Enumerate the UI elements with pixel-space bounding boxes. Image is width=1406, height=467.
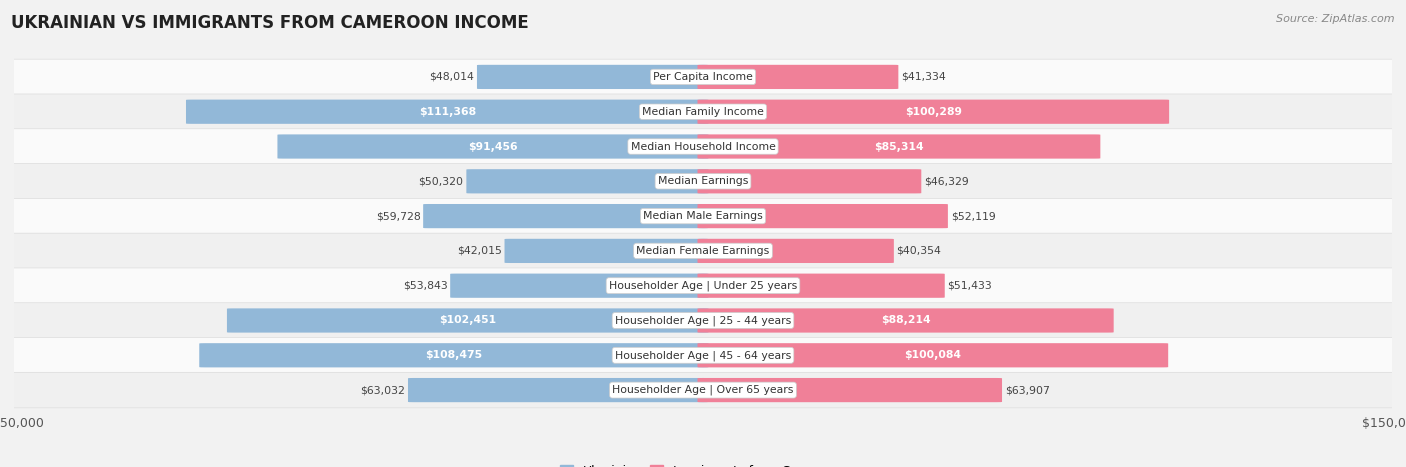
FancyBboxPatch shape <box>467 169 709 193</box>
FancyBboxPatch shape <box>697 308 1114 333</box>
FancyBboxPatch shape <box>226 308 709 333</box>
Text: $41,334: $41,334 <box>901 72 946 82</box>
Text: $111,368: $111,368 <box>419 107 475 117</box>
FancyBboxPatch shape <box>697 343 1168 368</box>
Legend: Ukrainian, Immigrants from Cameroon: Ukrainian, Immigrants from Cameroon <box>555 460 851 467</box>
Text: $46,329: $46,329 <box>924 177 969 186</box>
FancyBboxPatch shape <box>697 99 1170 124</box>
FancyBboxPatch shape <box>7 303 1399 338</box>
Text: Householder Age | 45 - 64 years: Householder Age | 45 - 64 years <box>614 350 792 361</box>
Text: UKRAINIAN VS IMMIGRANTS FROM CAMEROON INCOME: UKRAINIAN VS IMMIGRANTS FROM CAMEROON IN… <box>11 14 529 32</box>
FancyBboxPatch shape <box>277 134 709 159</box>
FancyBboxPatch shape <box>505 239 709 263</box>
FancyBboxPatch shape <box>7 268 1399 304</box>
FancyBboxPatch shape <box>7 338 1399 373</box>
FancyBboxPatch shape <box>697 204 948 228</box>
Text: Median Female Earnings: Median Female Earnings <box>637 246 769 256</box>
Text: $48,014: $48,014 <box>429 72 474 82</box>
Text: $59,728: $59,728 <box>375 211 420 221</box>
FancyBboxPatch shape <box>697 378 1002 402</box>
Text: $100,084: $100,084 <box>904 350 962 360</box>
FancyBboxPatch shape <box>697 239 894 263</box>
Text: $100,289: $100,289 <box>905 107 962 117</box>
Text: Householder Age | Under 25 years: Householder Age | Under 25 years <box>609 281 797 291</box>
Text: Median Male Earnings: Median Male Earnings <box>643 211 763 221</box>
Text: Median Earnings: Median Earnings <box>658 177 748 186</box>
FancyBboxPatch shape <box>697 169 921 193</box>
Text: Householder Age | Over 65 years: Householder Age | Over 65 years <box>612 385 794 396</box>
Text: $102,451: $102,451 <box>439 316 496 325</box>
FancyBboxPatch shape <box>200 343 709 368</box>
Text: $52,119: $52,119 <box>950 211 995 221</box>
FancyBboxPatch shape <box>7 129 1399 164</box>
Text: $42,015: $42,015 <box>457 246 502 256</box>
FancyBboxPatch shape <box>7 163 1399 199</box>
FancyBboxPatch shape <box>697 65 898 89</box>
FancyBboxPatch shape <box>477 65 709 89</box>
Text: $63,032: $63,032 <box>360 385 405 395</box>
Text: $53,843: $53,843 <box>402 281 447 290</box>
FancyBboxPatch shape <box>7 198 1399 234</box>
FancyBboxPatch shape <box>186 99 709 124</box>
Text: $40,354: $40,354 <box>897 246 942 256</box>
Text: $108,475: $108,475 <box>426 350 482 360</box>
Text: $51,433: $51,433 <box>948 281 993 290</box>
Text: Householder Age | 25 - 44 years: Householder Age | 25 - 44 years <box>614 315 792 326</box>
FancyBboxPatch shape <box>423 204 709 228</box>
Text: $88,214: $88,214 <box>880 316 931 325</box>
Text: Median Family Income: Median Family Income <box>643 107 763 117</box>
Text: $50,320: $50,320 <box>419 177 464 186</box>
FancyBboxPatch shape <box>7 59 1399 95</box>
Text: $85,314: $85,314 <box>875 142 924 151</box>
Text: $91,456: $91,456 <box>468 142 517 151</box>
FancyBboxPatch shape <box>697 134 1101 159</box>
FancyBboxPatch shape <box>450 274 709 298</box>
Text: Median Household Income: Median Household Income <box>630 142 776 151</box>
FancyBboxPatch shape <box>7 372 1399 408</box>
Text: $63,907: $63,907 <box>1005 385 1050 395</box>
FancyBboxPatch shape <box>697 274 945 298</box>
Text: Per Capita Income: Per Capita Income <box>652 72 754 82</box>
FancyBboxPatch shape <box>7 233 1399 269</box>
FancyBboxPatch shape <box>408 378 709 402</box>
FancyBboxPatch shape <box>7 94 1399 129</box>
Text: Source: ZipAtlas.com: Source: ZipAtlas.com <box>1277 14 1395 24</box>
